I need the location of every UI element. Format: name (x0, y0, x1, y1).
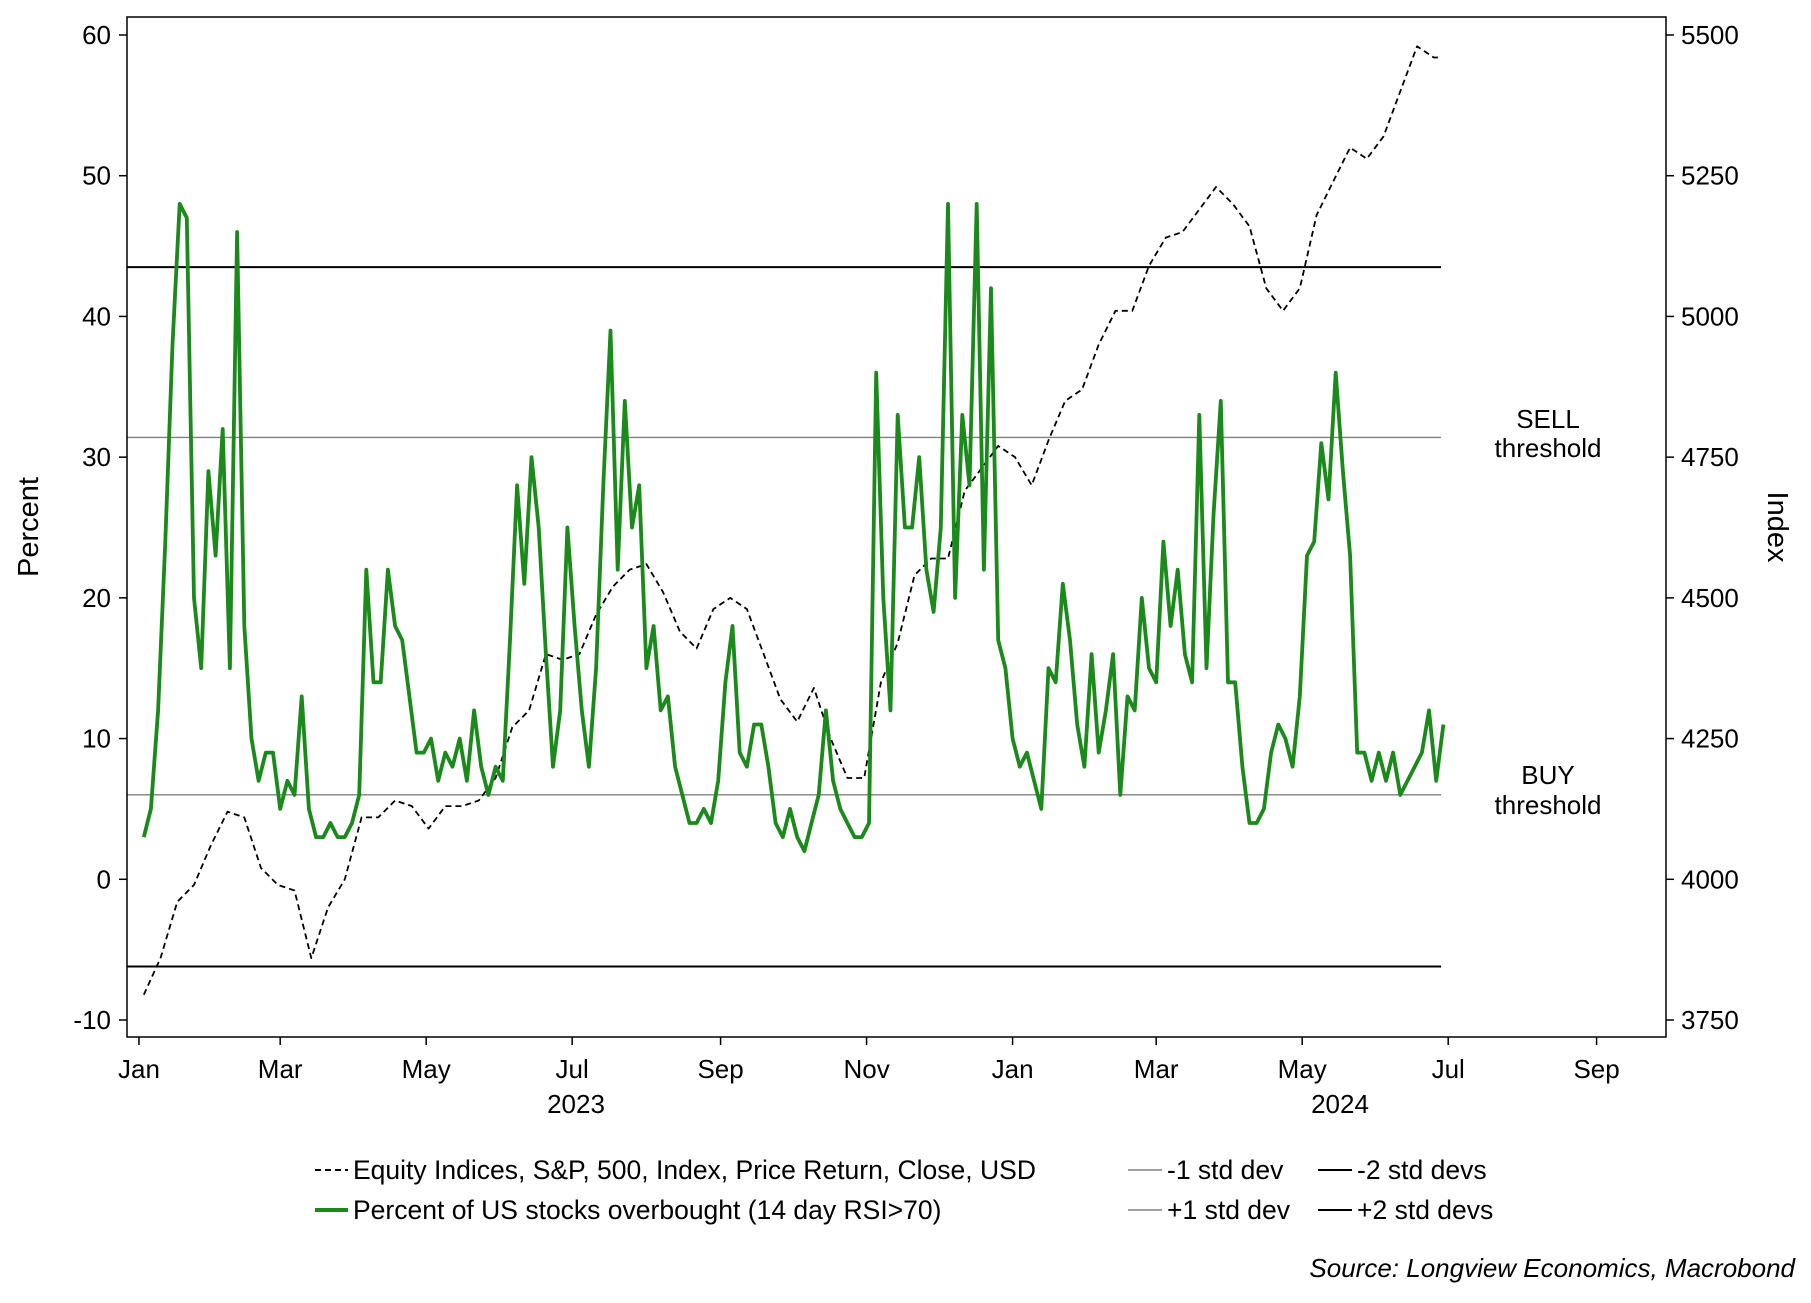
overbought-percent-line (141, 202, 1446, 853)
y-right-tick-label: 5500 (1681, 20, 1739, 50)
y-right-tick-label: 5000 (1681, 301, 1739, 331)
y-left-tick-label: 10 (82, 724, 111, 754)
y-right-tick-label: 4750 (1681, 442, 1739, 472)
legend-item-plus2: +2 std devs (1318, 1195, 1493, 1225)
sp500-index-line (142, 45, 1441, 996)
legend-item-minus1: -1 std dev (1128, 1155, 1284, 1185)
x-tick-label: Jan (992, 1054, 1034, 1084)
x-tick-label: Mar (258, 1054, 303, 1084)
legend-label-plus2: +2 std devs (1357, 1195, 1493, 1225)
sell-threshold-sublabel: threshold (1495, 433, 1602, 463)
x-tick-label: Sep (1573, 1054, 1619, 1084)
y-left-tick-label: 50 (82, 161, 111, 191)
reference-lines (127, 266, 1442, 968)
buy-threshold-annotation: BUY threshold (1495, 760, 1602, 820)
x-year-label-2024: 2024 (1311, 1089, 1369, 1119)
legend-label-overbought: Percent of US stocks overbought (14 day … (353, 1195, 941, 1225)
y-right-tick-label: 5250 (1681, 161, 1739, 191)
x-tick-label: Mar (1134, 1054, 1179, 1084)
y-left-axis-title: Percent (13, 477, 45, 577)
legend-label-plus1: +1 std dev (1167, 1195, 1291, 1225)
x-tick-label: Nov (843, 1054, 889, 1084)
y-left-tick-label: 40 (82, 301, 111, 331)
y-right-tick-label: 3750 (1681, 1005, 1739, 1035)
y-right-tick-label: 4250 (1681, 724, 1739, 754)
y-left-tick-label: 30 (82, 442, 111, 472)
legend-label-minus2: -2 std devs (1357, 1155, 1487, 1185)
y-left-tick-label: 0 (97, 864, 111, 894)
sell-threshold-annotation: SELL threshold (1495, 404, 1602, 463)
legend: Equity Indices, S&P, 500, Index, Price R… (315, 1155, 1493, 1225)
y-left-tick-label: -10 (73, 1005, 111, 1035)
buy-threshold-sublabel: threshold (1495, 790, 1602, 820)
y-right-tick-label: 4000 (1681, 864, 1739, 894)
legend-item-sp500: Equity Indices, S&P, 500, Index, Price R… (315, 1155, 1036, 1185)
y-right-axis-title: Index (1761, 492, 1793, 563)
legend-item-plus1: +1 std dev (1128, 1195, 1291, 1225)
x-tick-label: Jul (1432, 1054, 1465, 1084)
x-year-label-2023: 2023 (547, 1089, 605, 1119)
legend-label-sp500: Equity Indices, S&P, 500, Index, Price R… (353, 1155, 1036, 1185)
sell-threshold-label: SELL (1516, 404, 1580, 434)
x-tick-label: Jul (556, 1054, 589, 1084)
legend-item-minus2: -2 std devs (1318, 1155, 1487, 1185)
y-right-tick-label: 4500 (1681, 583, 1739, 613)
x-tick-label: May (1278, 1054, 1327, 1084)
legend-label-minus1: -1 std dev (1167, 1155, 1284, 1185)
x-tick-label: Sep (697, 1054, 743, 1084)
x-tick-label: May (402, 1054, 451, 1084)
y-left-tick-label: 20 (82, 583, 111, 613)
buy-threshold-label: BUY (1521, 760, 1574, 790)
series-lines (141, 45, 1446, 996)
plot-frame (126, 16, 1667, 1038)
y-left-tick-label: 60 (82, 20, 111, 50)
x-tick-label: Jan (118, 1054, 160, 1084)
legend-item-overbought: Percent of US stocks overbought (14 day … (315, 1195, 941, 1225)
axes: 60 50 40 30 20 10 0 -10 5500 5250 5000 4750 4500 4250… (73, 20, 1738, 1084)
source-note: Source: Longview Economics, Macrobond (1309, 1253, 1796, 1283)
